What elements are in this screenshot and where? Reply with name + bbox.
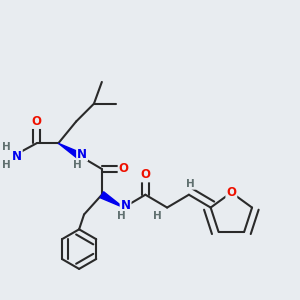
Text: H: H [2, 160, 10, 170]
Text: O: O [226, 186, 236, 199]
Text: N: N [77, 148, 87, 161]
Text: O: O [118, 163, 129, 176]
Text: H: H [187, 179, 195, 189]
Text: H: H [117, 212, 126, 221]
Text: N: N [121, 199, 130, 212]
Text: O: O [32, 115, 42, 128]
Text: H: H [153, 212, 162, 221]
Text: H: H [73, 160, 82, 170]
Polygon shape [58, 143, 82, 159]
Text: O: O [140, 168, 150, 182]
Text: N: N [12, 150, 22, 163]
Text: H: H [2, 142, 10, 152]
Polygon shape [100, 192, 124, 208]
